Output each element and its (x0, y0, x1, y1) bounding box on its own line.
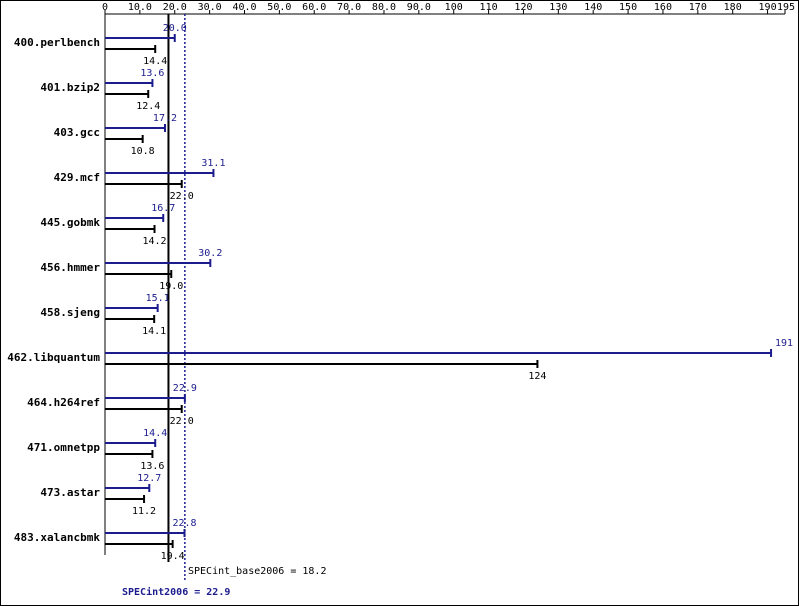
bar (105, 349, 773, 357)
value-label: 191 (775, 338, 793, 349)
category-label: 464.h264ref (27, 396, 100, 409)
bar (105, 90, 150, 98)
bar (105, 439, 157, 447)
category-label: 458.sjeng (40, 306, 100, 319)
x-tick-label: 110 (480, 2, 498, 13)
bar (105, 270, 173, 278)
category-label: 400.perlbench (14, 36, 100, 49)
value-label: 11.2 (132, 506, 156, 517)
x-tick-label: 100 (445, 2, 463, 13)
bar (105, 360, 539, 368)
value-label: 22.0 (170, 416, 194, 427)
value-label: 13.6 (140, 461, 164, 472)
x-tick-label: 160 (654, 2, 672, 13)
value-label: 13.6 (140, 68, 164, 79)
x-tick-label: 40.0 (232, 2, 256, 13)
bar (105, 135, 144, 143)
value-label: 12.7 (137, 473, 161, 484)
value-label: 19.0 (159, 281, 183, 292)
category-label: 403.gcc (54, 126, 100, 139)
x-tick-label: 140 (584, 2, 602, 13)
x-tick-label: 190 (759, 2, 777, 13)
x-tick-label: 90.0 (407, 2, 431, 13)
summary-base: SPECint_base2006 = 18.2 (188, 566, 326, 577)
bar (105, 34, 176, 42)
value-label: 20.0 (163, 23, 187, 34)
bar (105, 214, 165, 222)
bar (105, 394, 186, 402)
category-label: 462.libquantum (7, 351, 100, 364)
value-label: 30.2 (198, 248, 222, 259)
category-label: 473.astar (40, 486, 100, 499)
bar (105, 124, 166, 132)
category-label: 471.omnetpp (27, 441, 100, 454)
x-tick-label: 30.0 (198, 2, 222, 13)
category-label: 456.hmmer (40, 261, 100, 274)
bar (105, 169, 215, 177)
x-tick-label: 180 (724, 2, 742, 13)
bar (105, 495, 146, 503)
bar (105, 484, 151, 492)
bar (105, 315, 156, 323)
value-label: 10.8 (131, 146, 155, 157)
value-label: 17.2 (153, 113, 177, 124)
bar (105, 45, 157, 53)
bar (105, 180, 183, 188)
x-tick-label: 0 (102, 2, 108, 13)
value-label: 22.0 (170, 191, 194, 202)
x-tick-label: 130 (549, 2, 567, 13)
value-label: 124 (528, 371, 546, 382)
value-label: 22.9 (173, 383, 197, 394)
category-label: 483.xalancbmk (14, 531, 100, 544)
value-label: 14.1 (142, 326, 166, 337)
bar (105, 259, 212, 267)
category-label: 429.mcf (54, 171, 100, 184)
category-label: 445.gobmk (40, 216, 100, 229)
bar (105, 529, 186, 537)
value-label: 19.4 (161, 551, 185, 562)
bar (105, 405, 183, 413)
x-tick-label: 60.0 (302, 2, 326, 13)
value-label: 14.4 (143, 428, 167, 439)
bar (105, 79, 154, 87)
summary-peak: SPECint2006 = 22.9 (122, 586, 230, 598)
value-label: 14.4 (143, 56, 167, 67)
bar (105, 225, 156, 233)
x-tick-label: 50.0 (267, 2, 291, 13)
x-tick-label: 195 (777, 2, 795, 13)
value-label: 12.4 (136, 101, 160, 112)
value-label: 16.7 (151, 203, 175, 214)
x-tick-label: 170 (689, 2, 707, 13)
x-tick-label: 10.0 (128, 2, 152, 13)
x-tick-label: 150 (619, 2, 637, 13)
x-tick-label: 20.0 (163, 2, 187, 13)
bar (105, 450, 154, 458)
bar (105, 540, 174, 548)
x-tick-label: 70.0 (337, 2, 361, 13)
value-label: 15.1 (146, 293, 170, 304)
x-tick-label: 120 (514, 2, 532, 13)
category-label: 401.bzip2 (40, 81, 100, 94)
value-label: 14.2 (142, 236, 166, 247)
x-tick-label: 80.0 (372, 2, 396, 13)
bar (105, 304, 159, 312)
value-label: 22.8 (172, 518, 196, 529)
value-label: 31.1 (201, 158, 225, 169)
